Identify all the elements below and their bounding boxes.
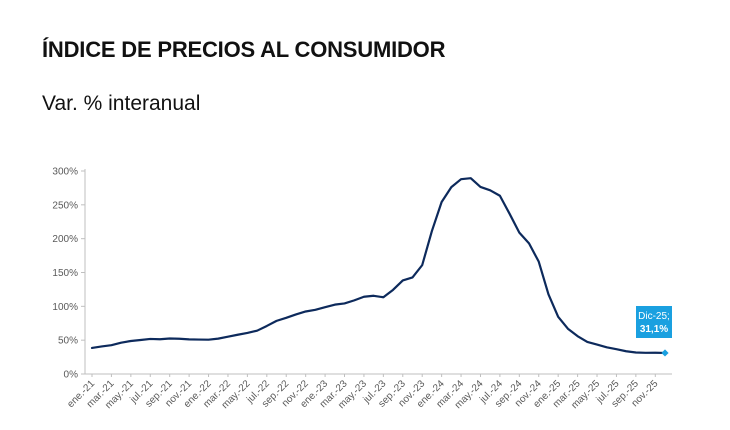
y-tick-label: 300% [52, 167, 78, 178]
y-tick-label: 200% [52, 234, 78, 245]
y-tick-label: 250% [52, 200, 78, 211]
y-tick-label: 50% [58, 336, 78, 347]
page-title: ÍNDICE DE PRECIOS AL CONSUMIDOR [42, 37, 446, 62]
last-point-marker [661, 349, 669, 357]
series-line-0 [90, 177, 667, 355]
y-axis: 0% 50% 100% 150% 200% 250% 300% [52, 167, 86, 381]
page-subtitle: Var. % interanual [42, 92, 201, 115]
callout-box [636, 306, 672, 338]
callout-date-label: Dic-25; [638, 311, 670, 322]
series-layer [90, 177, 667, 355]
x-axis: ene.-21mar.-21may.-21jul.-21sep.-21nov.-… [65, 373, 672, 411]
callout-value-label: 31,1% [640, 324, 668, 335]
y-tick-label: 100% [52, 302, 78, 313]
y-tick-label: 150% [52, 268, 78, 279]
y-tick-label: 0% [64, 370, 79, 381]
annotation-layer: Dic-25; 31,1% [636, 306, 672, 357]
